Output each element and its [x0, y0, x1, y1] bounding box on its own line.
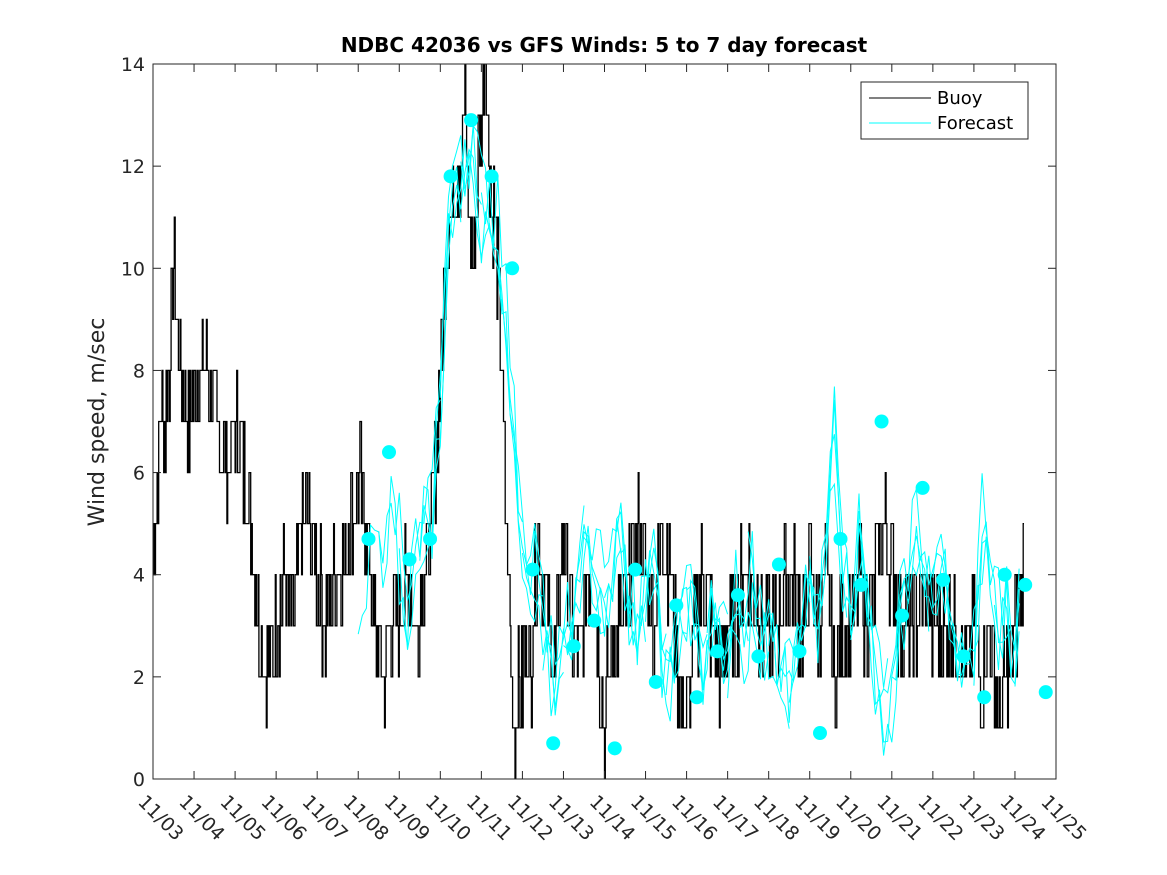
forecast-marker: [997, 567, 1012, 582]
forecast-marker: [1018, 577, 1033, 592]
x-tick-label: 11/13: [544, 791, 598, 845]
legend-buoy-label: Buoy: [937, 88, 983, 109]
forecast-line: [973, 536, 1020, 686]
x-tick-label: 11/07: [298, 791, 352, 845]
forecast-markers: [361, 113, 1053, 756]
forecast-marker: [423, 531, 438, 546]
forecast-marker: [771, 557, 786, 572]
forecast-marker: [443, 169, 458, 184]
forecast-marker: [587, 613, 602, 628]
forecast-marker: [505, 261, 520, 276]
y-tick-label: 14: [121, 54, 145, 76]
forecast-line: [706, 580, 790, 729]
forecast-line: [583, 502, 667, 666]
forecast-marker: [628, 562, 643, 577]
x-tick-label: 11/19: [790, 791, 844, 845]
forecast-marker: [607, 741, 622, 756]
plot-area: [153, 64, 1056, 779]
x-tick-label: 11/06: [257, 791, 311, 845]
forecast-marker: [566, 639, 581, 654]
y-axis: 0 2 4 6 8 10 12 14: [121, 54, 1056, 791]
chart-title: NDBC 42036 vs GFS Winds: 5 to 7 day fore…: [341, 33, 868, 57]
x-tick-label: 11/22: [913, 791, 967, 845]
x-tick-label: 11/03: [133, 791, 187, 845]
forecast-marker: [812, 726, 827, 741]
forecast-marker: [689, 690, 704, 705]
forecast-marker: [361, 531, 376, 546]
x-tick-label: 11/09: [380, 791, 434, 845]
forecast-line: [727, 531, 811, 699]
x-tick-label: 11/15: [626, 791, 680, 845]
forecast-marker: [730, 588, 745, 603]
forecast-line: [768, 434, 848, 723]
legend-forecast-label: Forecast: [937, 113, 1013, 134]
forecast-line: [809, 386, 889, 688]
forecast-marker: [464, 113, 479, 128]
forecast-line: [357, 399, 441, 635]
x-tick-label: 11/16: [667, 791, 721, 845]
x-tick-label: 11/05: [216, 791, 270, 845]
x-tick-label: 11/23: [954, 791, 1008, 845]
forecast-line: [870, 488, 950, 706]
forecast-marker: [895, 608, 910, 623]
forecast-line: [952, 521, 1020, 676]
y-tick-label: 2: [133, 667, 145, 689]
forecast-line: [911, 538, 991, 688]
forecast-line: [419, 148, 503, 561]
forecast-line: [460, 152, 544, 623]
forecast-marker: [1038, 685, 1053, 700]
forecast-marker: [833, 531, 848, 546]
y-tick-label: 6: [133, 463, 145, 485]
forecast-marker: [484, 169, 499, 184]
x-tick-label: 11/14: [585, 791, 639, 845]
x-tick-label: 11/20: [831, 791, 885, 845]
forecast-line: [747, 488, 831, 692]
forecast-marker: [382, 445, 397, 460]
y-tick-label: 12: [121, 156, 145, 178]
forecast-marker: [648, 674, 663, 689]
y-tick-label: 10: [121, 258, 145, 280]
x-tick-label: 11/18: [749, 791, 803, 845]
legend: Buoy Forecast: [860, 81, 1029, 140]
x-tick-label: 11/04: [175, 791, 229, 845]
x-tick-label: 11/11: [462, 791, 516, 845]
forecast-marker: [710, 644, 725, 659]
x-tick-label: 11/12: [503, 791, 557, 845]
legend-box: [860, 81, 1029, 140]
forecast-series: [357, 123, 1020, 756]
forecast-marker: [936, 572, 951, 587]
forecast-marker: [751, 649, 766, 664]
x-tick-label: 11/24: [995, 791, 1049, 845]
forecast-marker: [792, 644, 807, 659]
forecast-marker: [402, 552, 417, 567]
forecast-marker: [854, 577, 869, 592]
forecast-line: [1014, 631, 1020, 687]
forecast-line: [563, 518, 646, 661]
forecast-line: [439, 124, 523, 523]
forecast-line: [480, 179, 564, 716]
forecast-marker: [977, 690, 992, 705]
y-tick-label: 8: [133, 360, 145, 382]
y-tick-label: 0: [133, 769, 145, 791]
x-tick-label: 11/10: [421, 791, 475, 845]
y-axis-label: Wind speed, m/sec: [85, 318, 110, 527]
x-tick-label: 11/21: [872, 791, 926, 845]
forecast-marker: [956, 649, 971, 664]
forecast-marker: [546, 736, 561, 751]
forecast-marker: [915, 480, 930, 495]
y-tick-label: 4: [133, 565, 145, 587]
forecast-marker: [669, 598, 684, 613]
forecast-marker: [874, 414, 889, 429]
forecast-marker: [525, 562, 540, 577]
forecast-line: [829, 482, 909, 756]
x-tick-label: 11/25: [1036, 791, 1090, 845]
x-tick-label: 11/08: [339, 791, 393, 845]
x-tick-label: 11/17: [708, 791, 762, 845]
